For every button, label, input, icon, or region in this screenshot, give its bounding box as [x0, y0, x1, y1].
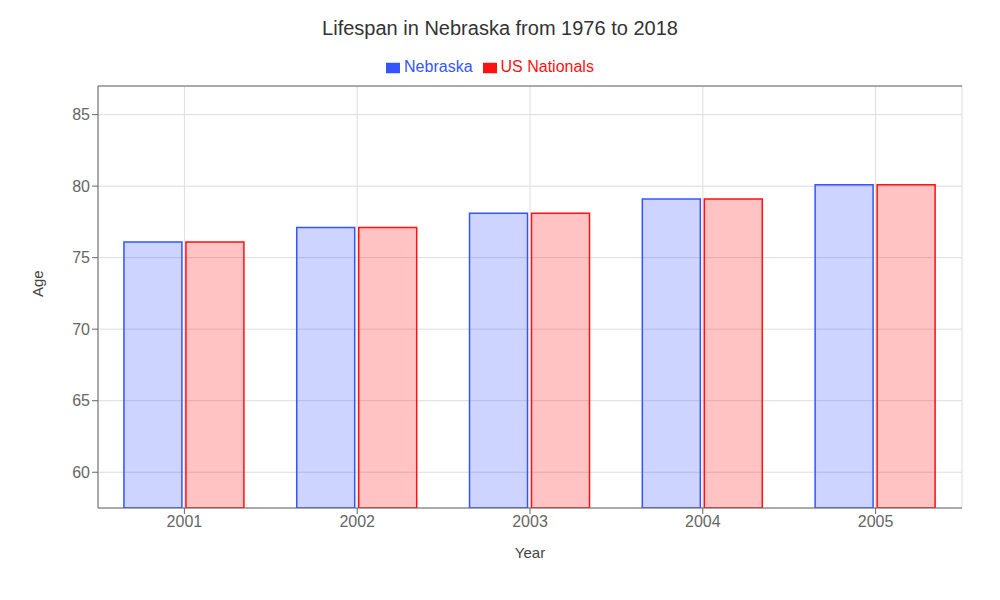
svg-text:Year: Year — [515, 544, 545, 561]
svg-text:70: 70 — [72, 321, 90, 338]
svg-text:75: 75 — [72, 249, 90, 266]
svg-text:2005: 2005 — [858, 513, 894, 530]
html-text:Nebraska: Nebraska — [404, 58, 473, 75]
svg-text:2004: 2004 — [685, 513, 721, 530]
svg-text:2003: 2003 — [512, 513, 548, 530]
html-text:US Nationals: US Nationals — [500, 58, 594, 75]
html-text:Lifespan in Nebraska from 1976: Lifespan in Nebraska from 1976 to 2018 — [322, 17, 678, 39]
svg-text:2001: 2001 — [167, 513, 203, 530]
svg-text:65: 65 — [72, 392, 90, 409]
svg-text:80: 80 — [72, 178, 90, 195]
svg-text:60: 60 — [72, 464, 90, 481]
svg-text:2002: 2002 — [339, 513, 375, 530]
svg-text:Age: Age — [29, 270, 46, 297]
svg-text:85: 85 — [72, 106, 90, 123]
